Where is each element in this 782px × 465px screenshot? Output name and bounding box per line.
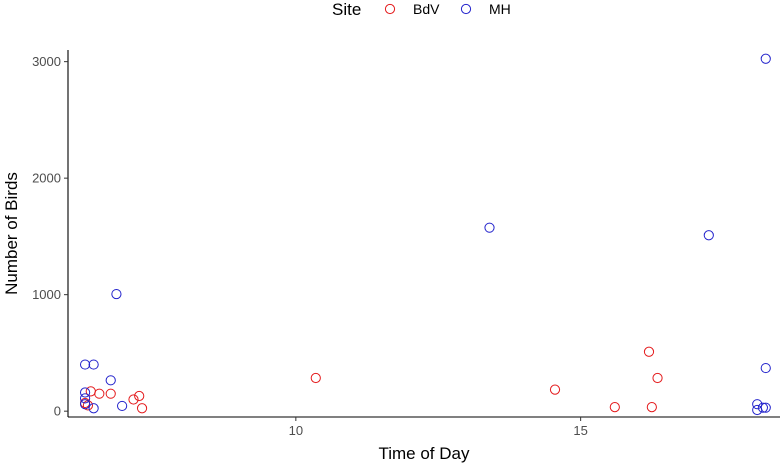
y-tick-label: 3000 xyxy=(32,54,61,69)
data-point-bdv xyxy=(643,346,655,357)
x-tick-label: 15 xyxy=(573,423,587,438)
data-point-bdv xyxy=(136,403,148,414)
y-tick-label: 2000 xyxy=(32,171,61,186)
legend-title: Site xyxy=(332,0,361,19)
data-point-mh xyxy=(757,402,769,413)
legend-label-bdv: BdV xyxy=(413,1,440,17)
data-point-bdv xyxy=(549,384,561,395)
data-point-mh xyxy=(117,400,128,412)
data-point-mh xyxy=(111,288,122,300)
data-point-mh xyxy=(752,404,763,416)
x-axis-title: Time of Day xyxy=(378,444,470,463)
data-point-mh xyxy=(79,387,91,398)
legend: Site BdV MH xyxy=(332,0,511,19)
data-point-bdv xyxy=(646,401,657,413)
y-axis-title: Number of Birds xyxy=(2,172,21,295)
legend-label-mh: MH xyxy=(489,1,511,17)
data-point-mh xyxy=(105,375,116,386)
data-point-bdv xyxy=(310,372,321,384)
data-points xyxy=(79,53,771,416)
y-tick-label: 0 xyxy=(54,404,61,419)
data-point-mh xyxy=(752,399,763,410)
data-point-mh xyxy=(484,222,495,233)
y-axis-ticks: 0 1000 2000 3000 xyxy=(32,54,68,419)
data-point-mh xyxy=(760,53,771,64)
data-point-bdv xyxy=(128,394,139,405)
x-tick-label: 10 xyxy=(289,423,303,438)
data-point-mh xyxy=(79,359,91,370)
data-point-mh xyxy=(79,399,91,410)
data-point-mh xyxy=(88,403,99,414)
data-point-bdv xyxy=(105,388,116,399)
data-point-mh xyxy=(760,362,771,374)
data-point-mh xyxy=(79,393,91,404)
y-tick-label: 1000 xyxy=(32,287,61,302)
data-point-bdv xyxy=(609,401,620,413)
data-point-bdv xyxy=(94,388,105,399)
data-point-mh xyxy=(760,402,771,413)
data-point-mh xyxy=(703,230,714,241)
data-point-mh xyxy=(88,359,99,370)
data-point-bdv xyxy=(652,372,663,384)
x-axis-ticks: 10 15 xyxy=(289,417,588,438)
data-point-bdv xyxy=(134,390,145,402)
legend-key-mh xyxy=(460,3,472,15)
legend-key-bdv xyxy=(384,3,396,15)
